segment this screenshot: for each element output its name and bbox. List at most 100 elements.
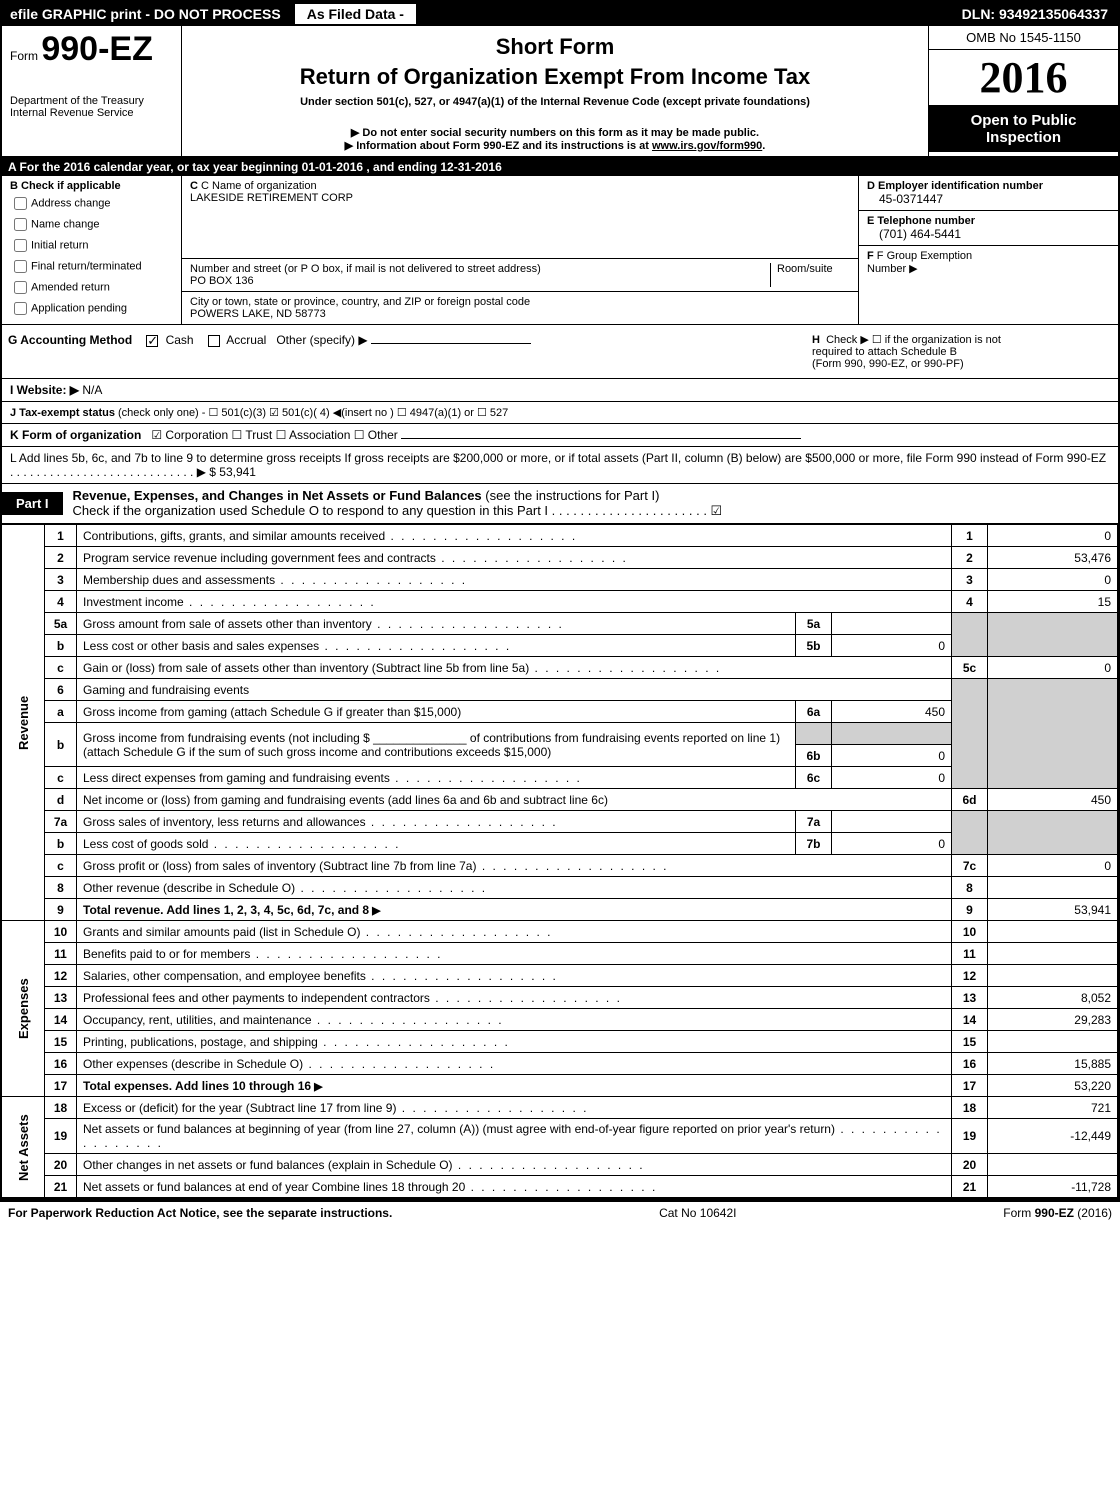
cb-label-0: Address change xyxy=(31,197,111,209)
tax-status-row: J Tax-exempt status (check only one) - ☐… xyxy=(2,402,1118,424)
cb-label-4: Amended return xyxy=(31,281,110,293)
dept-label: Department of the Treasury xyxy=(10,95,173,107)
city-label: City or town, state or province, country… xyxy=(190,296,850,308)
part-i-label: Part I xyxy=(2,492,63,515)
footer-center: Cat No 10642I xyxy=(659,1206,736,1220)
website-row: I Website: ▶ N/A xyxy=(2,379,1118,402)
open-public-l2: Inspection xyxy=(933,129,1114,146)
short-form-title: Short Form xyxy=(192,34,918,60)
side-revenue: Revenue xyxy=(2,525,45,921)
line-2-totval: 53,476 xyxy=(988,547,1118,569)
l-val: 53,941 xyxy=(219,465,256,479)
section-a-strip: A For the 2016 calendar year, or tax yea… xyxy=(2,158,1118,176)
city-val: POWERS LAKE, ND 58773 xyxy=(190,308,850,320)
efile-label: efile GRAPHIC print - DO NOT PROCESS xyxy=(2,4,289,24)
tax-year: 2016 xyxy=(929,50,1118,106)
b-label: B Check if applicable xyxy=(10,180,173,192)
top-bar: efile GRAPHIC print - DO NOT PROCESS As … xyxy=(2,2,1118,26)
k-row: K Form of organization ☑ Corporation ☐ T… xyxy=(2,424,1118,447)
section-a: B Check if applicable Address change Nam… xyxy=(2,176,1118,325)
open-public-l1: Open to Public xyxy=(933,112,1114,129)
info-text: ▶ Information about Form 990-EZ and its … xyxy=(192,139,918,152)
info-prefix: ▶ Information about Form 990-EZ and its … xyxy=(345,140,652,152)
street-val: PO BOX 136 xyxy=(190,275,770,287)
side-netassets: Net Assets xyxy=(2,1097,45,1198)
line-2-num: 2 xyxy=(45,547,77,569)
info-suffix: . xyxy=(762,140,765,152)
d-val: 45-0371447 xyxy=(867,192,1110,206)
asfiled-label: As Filed Data - xyxy=(293,2,418,26)
g-cash: Cash xyxy=(166,333,194,347)
under-section: Under section 501(c), 527, or 4947(a)(1)… xyxy=(192,96,918,108)
l-row: L Add lines 5b, 6c, and 7b to line 9 to … xyxy=(2,447,1118,484)
part-i-check: Check if the organization used Schedule … xyxy=(73,503,723,518)
l-dots: . . . . . . . . . . . . . . . . . . . . … xyxy=(10,465,219,479)
header-right: OMB No 1545-1150 2016 Open to Public Ins… xyxy=(928,26,1118,156)
cb-label-2: Initial return xyxy=(31,239,88,251)
g-label: G Accounting Method xyxy=(8,333,132,347)
k-opts: ☑ Corporation ☐ Trust ☐ Association ☐ Ot… xyxy=(151,428,397,442)
header-center: Short Form Return of Organization Exempt… xyxy=(182,26,928,156)
cb-address-change[interactable] xyxy=(14,197,27,210)
line-1-num: 1 xyxy=(45,525,77,547)
line-1-desc: Contributions, gifts, grants, and simila… xyxy=(77,525,952,547)
d-label: D Employer identification number xyxy=(867,180,1110,192)
j-text: (check only one) - ☐ 501(c)(3) ☑ 501(c)(… xyxy=(118,407,508,419)
j-label: J Tax-exempt status xyxy=(10,407,115,419)
col-d-ids: D Employer identification number 45-0371… xyxy=(858,176,1118,324)
form-page: efile GRAPHIC print - DO NOT PROCESS As … xyxy=(0,0,1120,1200)
line-1-totval: 0 xyxy=(988,525,1118,547)
h-text3: (Form 990, 990-EZ, or 990-PF) xyxy=(812,358,964,370)
omb-number: OMB No 1545-1150 xyxy=(929,26,1118,50)
open-public: Open to Public Inspection xyxy=(929,106,1118,152)
cb-amended[interactable] xyxy=(14,281,27,294)
cb-app-pending[interactable] xyxy=(14,302,27,315)
return-title: Return of Organization Exempt From Incom… xyxy=(192,64,918,90)
line-2-desc: Program service revenue including govern… xyxy=(77,547,952,569)
line-1-totnum: 1 xyxy=(952,525,988,547)
e-label: E Telephone number xyxy=(867,215,1110,227)
gh-row: G Accounting Method Cash Accrual Other (… xyxy=(2,325,1118,379)
k-other-field[interactable] xyxy=(401,438,801,439)
l-text: L Add lines 5b, 6c, and 7b to line 9 to … xyxy=(10,451,1106,465)
cb-cash[interactable] xyxy=(146,335,158,347)
col-b-checkboxes: B Check if applicable Address change Nam… xyxy=(2,176,182,324)
k-label: K Form of organization xyxy=(10,428,141,442)
header: Form 990-EZ Department of the Treasury I… xyxy=(2,26,1118,158)
dln-label: DLN: 93492135064337 xyxy=(952,4,1118,24)
room-label: Room/suite xyxy=(770,263,850,287)
form-prefix: Form xyxy=(10,49,38,63)
h-label: H xyxy=(812,334,820,346)
c-name: LAKESIDE RETIREMENT CORP xyxy=(190,192,850,204)
cb-label-5: Application pending xyxy=(31,302,127,314)
cb-accrual[interactable] xyxy=(208,335,220,347)
donot-text: ▶ Do not enter social security numbers o… xyxy=(192,126,918,139)
col-c-name-address: C C Name of organization LAKESIDE RETIRE… xyxy=(182,176,858,324)
street-label: Number and street (or P O box, if mail i… xyxy=(190,263,770,275)
h-text1: Check ▶ ☐ if the organization is not xyxy=(826,334,1001,346)
header-left: Form 990-EZ Department of the Treasury I… xyxy=(2,26,182,156)
cb-label-3: Final return/terminated xyxy=(31,260,142,272)
irs-label: Internal Revenue Service xyxy=(10,107,173,119)
f-label2: Number ▶ xyxy=(867,262,1110,275)
g-other-field[interactable] xyxy=(371,343,531,344)
footer: For Paperwork Reduction Act Notice, see … xyxy=(0,1200,1120,1224)
cb-final-return[interactable] xyxy=(14,260,27,273)
side-expenses: Expenses xyxy=(2,921,45,1097)
website-val: N/A xyxy=(82,383,102,397)
website-label: I Website: ▶ xyxy=(10,383,79,397)
footer-left: For Paperwork Reduction Act Notice, see … xyxy=(8,1206,392,1220)
info-link[interactable]: www.irs.gov/form990 xyxy=(652,140,762,152)
form-number: 990-EZ xyxy=(41,30,153,68)
cb-initial-return[interactable] xyxy=(14,239,27,252)
part-i-header: Part I Revenue, Expenses, and Changes in… xyxy=(2,484,1118,524)
e-val: (701) 464-5441 xyxy=(867,227,1110,241)
footer-right: Form 990-EZ (2016) xyxy=(1003,1206,1112,1220)
cb-name-change[interactable] xyxy=(14,218,27,231)
g-other: Other (specify) ▶ xyxy=(276,333,367,347)
g-accrual: Accrual xyxy=(226,333,266,347)
lines-table: Revenue 1 Contributions, gifts, grants, … xyxy=(2,524,1118,1198)
cb-label-1: Name change xyxy=(31,218,100,230)
part-i-title: Revenue, Expenses, and Changes in Net As… xyxy=(63,484,733,523)
c-label: C C Name of organization xyxy=(190,180,850,192)
